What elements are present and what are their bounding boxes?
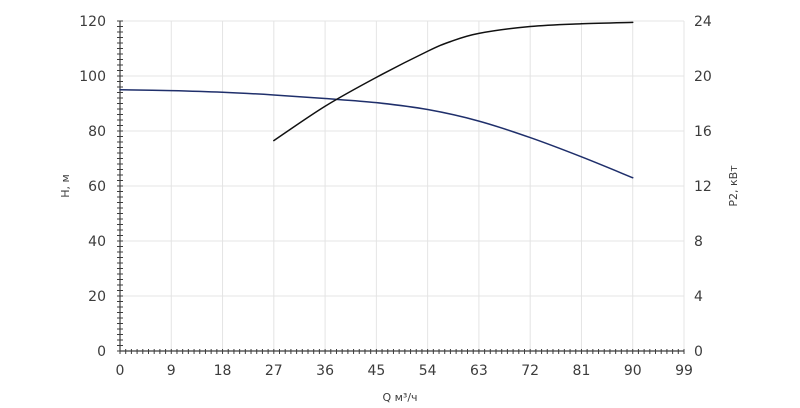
- x-tick-label: 18: [214, 363, 232, 379]
- y-right-tick-label: 8: [694, 234, 703, 250]
- head-curve-line: [119, 89, 634, 179]
- power-curve-line: [273, 21, 634, 142]
- y-right-tick-label: 12: [694, 179, 712, 195]
- y-right-axis-title: P2, кВт: [727, 165, 740, 207]
- x-tick-label: 54: [419, 363, 437, 379]
- x-tick-label: 36: [316, 363, 334, 379]
- y-left-tick-label: 120: [79, 14, 106, 30]
- y-left-axis-title: H, м: [59, 174, 72, 198]
- y-right-tick-label: 0: [694, 344, 703, 360]
- labels-layer: 0 9 18 27 36 45 54 63 72 81 90 99020406080100120048…: [79, 14, 712, 379]
- x-tick-label: 99: [675, 363, 693, 379]
- x-tick-label: 63: [470, 363, 488, 379]
- x-tick-label: 45: [367, 363, 385, 379]
- grid-layer: [120, 20, 685, 351]
- x-tick-label: 72: [521, 363, 539, 379]
- y-left-tick-label: 40: [88, 234, 106, 250]
- x-axis-title: Q м³/ч: [382, 391, 417, 404]
- y-right-tick-label: 24: [694, 14, 712, 30]
- y-left-tick-label: 20: [88, 289, 106, 305]
- x-tick-label: 81: [573, 363, 591, 379]
- series-layer: [119, 21, 634, 179]
- y-left-tick-label: 60: [88, 179, 106, 195]
- x-tick-label: 0: [116, 363, 125, 379]
- y-right-tick-label: 16: [694, 124, 712, 140]
- y-left-tick-label: 0: [97, 344, 106, 360]
- x-tick-label: 27: [265, 363, 283, 379]
- y-left-tick-label: 80: [88, 124, 106, 140]
- axes-layer: [117, 20, 685, 354]
- y-right-tick-label: 20: [694, 69, 712, 85]
- x-tick-label: 90: [624, 363, 642, 379]
- y-right-tick-label: 4: [694, 289, 703, 305]
- x-tick-label: 9: [167, 363, 176, 379]
- y-left-tick-label: 100: [79, 69, 106, 85]
